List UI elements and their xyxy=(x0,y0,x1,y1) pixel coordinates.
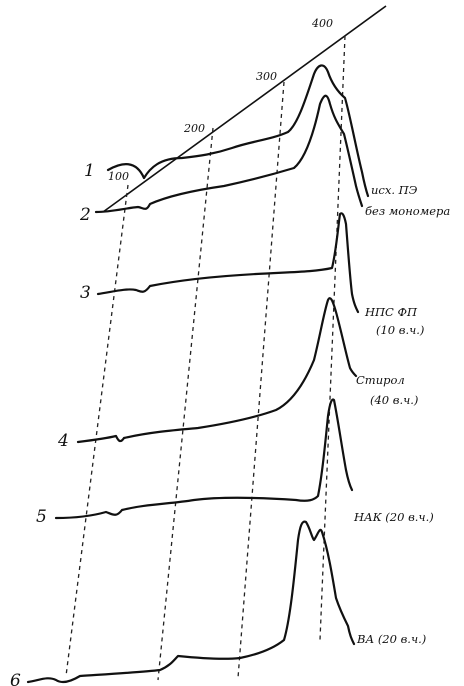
series-3-label-line2: (10 в.ч.) xyxy=(376,323,424,337)
series-2-number: 2 xyxy=(79,205,91,225)
series-3-label: НПС ФП xyxy=(364,305,418,319)
series-5-label: НАК (20 в.ч.) xyxy=(353,510,434,524)
series-1-label: исх. ПЭ xyxy=(371,183,418,197)
series-3-curve xyxy=(96,212,360,314)
guide-line-100 xyxy=(65,184,129,677)
tick-label-200: 200 xyxy=(183,122,205,135)
tick-label-300: 300 xyxy=(256,70,277,83)
series-3-number: 3 xyxy=(80,283,91,303)
series-4-label-line2: (40 в.ч.) xyxy=(370,393,418,407)
series-6-label: ВА (20 в.ч.) xyxy=(356,632,426,646)
series-5-curve xyxy=(54,398,354,520)
guide-line-200 xyxy=(157,127,214,681)
tick-label-100: 100 xyxy=(108,170,129,183)
series-2-label: без мономера xyxy=(365,204,450,218)
guide-line-300 xyxy=(237,81,285,679)
series-6-number: 6 xyxy=(10,671,21,686)
series-4-number: 4 xyxy=(57,431,69,451)
series-1-number: 1 xyxy=(84,161,95,181)
series-4-label: Стирол xyxy=(356,373,405,387)
tick-label-400: 400 xyxy=(311,17,333,30)
series-2-curve xyxy=(94,94,364,214)
series-4-curve xyxy=(76,297,358,444)
series-5-number: 5 xyxy=(36,507,47,527)
guide-line-400 xyxy=(319,35,346,641)
series-6-curve xyxy=(26,520,356,684)
temperature-axis-line xyxy=(102,5,387,213)
series-1-curve xyxy=(106,64,370,198)
